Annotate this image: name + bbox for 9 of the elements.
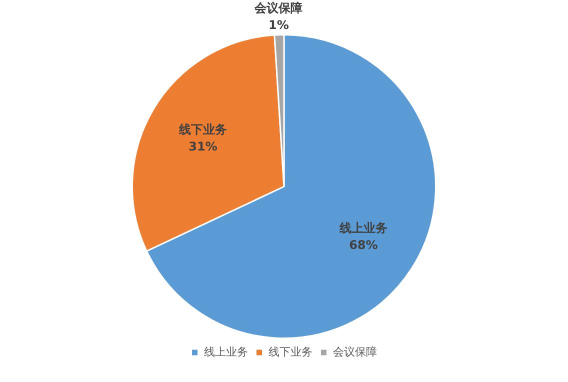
slice-label: 线下业务 [178,122,228,137]
slice-label: 线上业务 [338,221,388,236]
slice-label: 会议保障 [254,0,303,15]
data-label: 31% [188,140,218,154]
data-label: 68% [349,238,378,252]
data-label: 1% [268,18,289,32]
legend-label: 线上业务 [204,345,248,358]
legend-label: 会议保障 [332,345,377,358]
legend-label: 线下业务 [268,345,312,358]
